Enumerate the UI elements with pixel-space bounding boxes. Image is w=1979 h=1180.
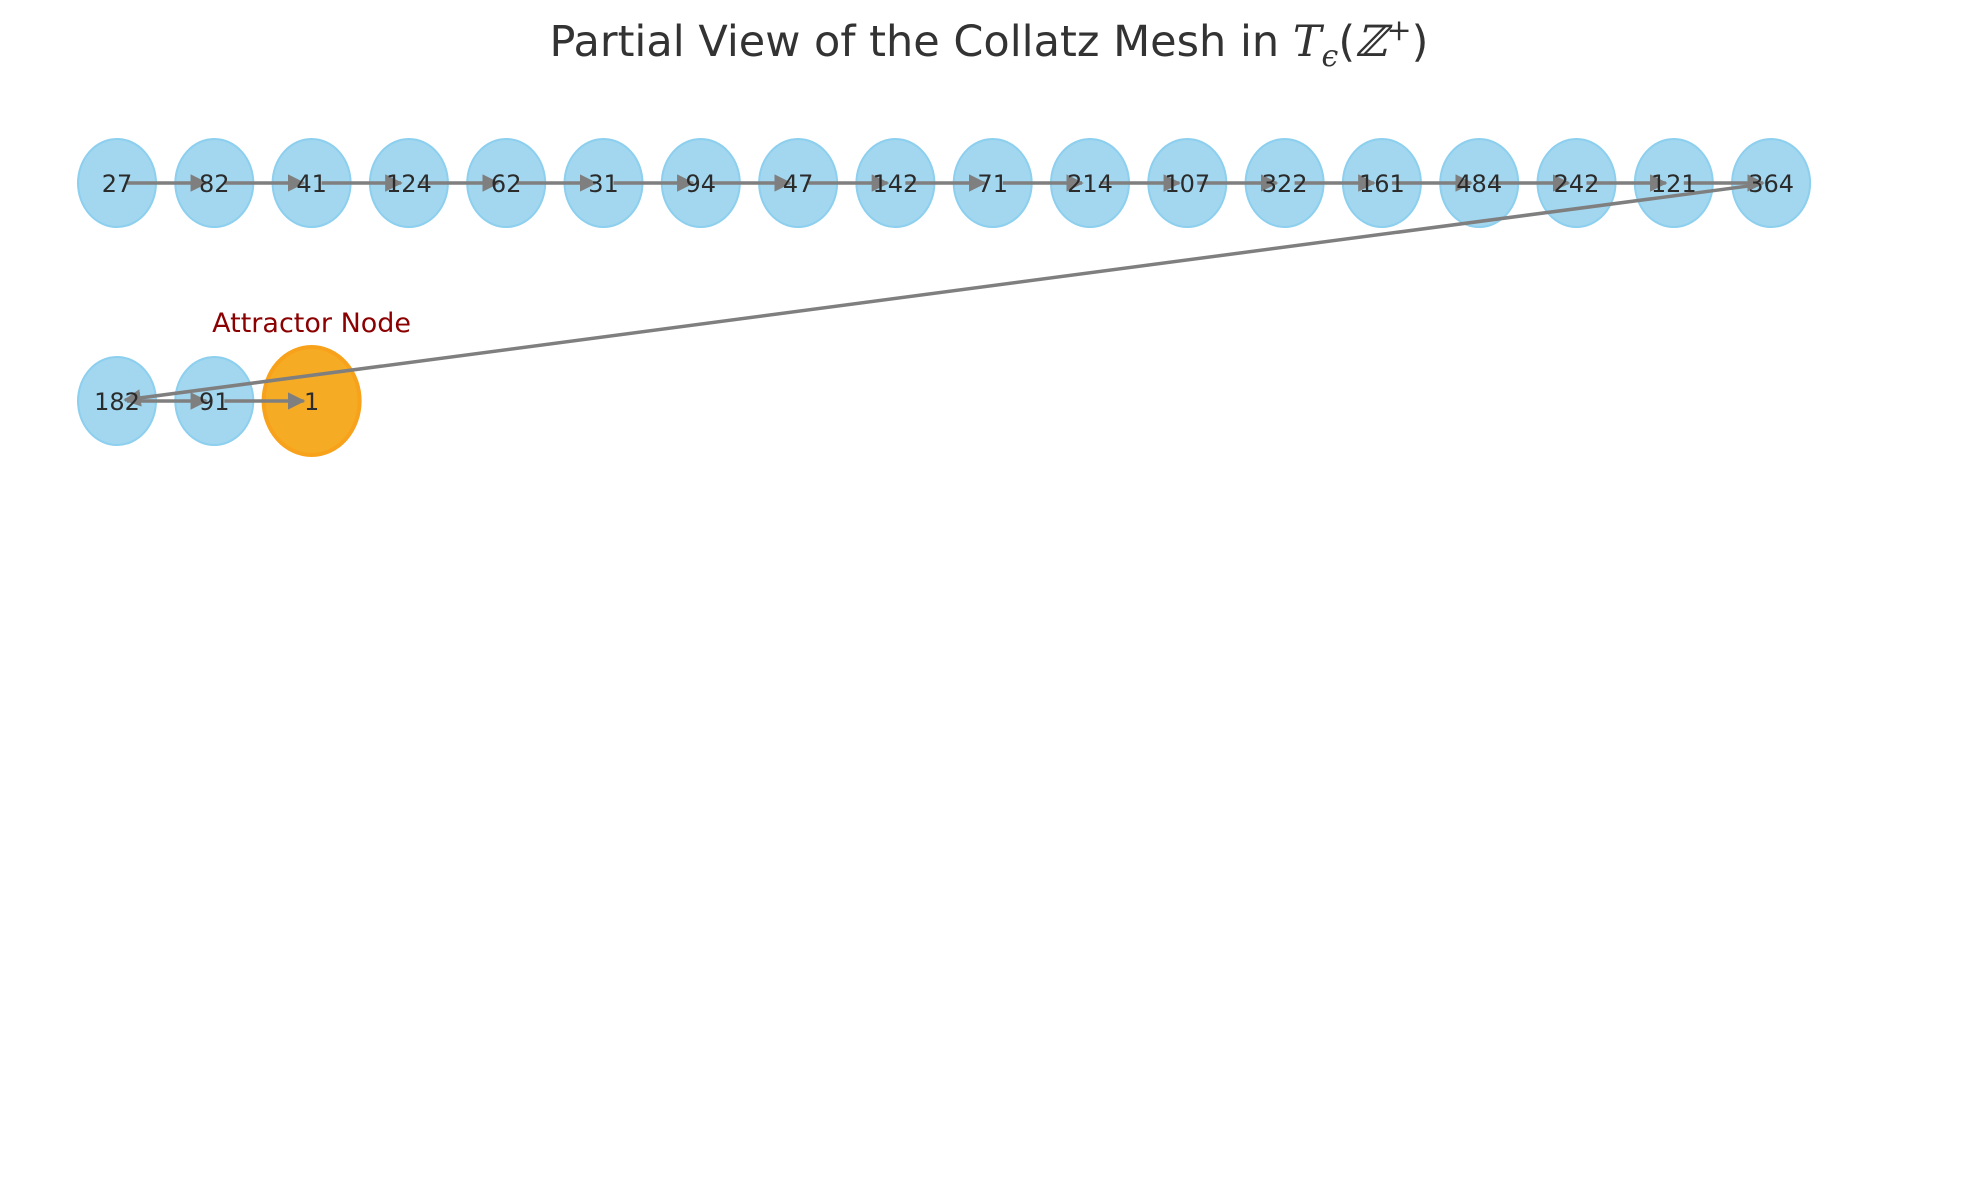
title-open-paren: ( (1338, 17, 1355, 67)
node-label: 142 (872, 170, 918, 198)
node-label: 107 (1164, 170, 1210, 198)
node-label: 121 (1651, 170, 1697, 198)
node-label: 161 (1359, 170, 1405, 198)
title-prefix: Partial View of the Collatz Mesh in (550, 17, 1293, 67)
node-label: 27 (102, 170, 133, 198)
node-label: 71 (977, 170, 1008, 198)
nodes-layer (77, 138, 1812, 457)
node-label: 1 (304, 388, 319, 416)
node-label: 47 (783, 170, 814, 198)
node-label: 62 (491, 170, 522, 198)
node-label: 82 (199, 170, 230, 198)
node-label: 182 (94, 388, 140, 416)
node-label: 124 (386, 170, 432, 198)
title-subscript: ϵ (1322, 39, 1339, 74)
edges-layer (123, 174, 1765, 410)
title-superscript: + (1387, 13, 1412, 48)
node-label: 31 (588, 170, 619, 198)
node-label: 41 (296, 170, 327, 198)
node-label: 242 (1554, 170, 1600, 198)
edge-364-to-182 (123, 182, 1762, 407)
node-label: 364 (1748, 170, 1794, 198)
diagram-title: Partial View of the Collatz Mesh in Tϵ(ℤ… (550, 13, 1429, 74)
title-T: T (1293, 17, 1325, 67)
node-label: 94 (686, 170, 717, 198)
labels-layer: 27 82 41 124 62 31 94 47 142 71 214 107 322 161 484 242… (94, 170, 1794, 416)
node-label: 322 (1262, 170, 1308, 198)
node-label: 214 (1067, 170, 1113, 198)
node-label: 91 (199, 388, 230, 416)
attractor-annotation: Attractor Node (212, 308, 411, 339)
node-label: 484 (1456, 170, 1502, 198)
title-close-paren: ) (1412, 17, 1429, 67)
